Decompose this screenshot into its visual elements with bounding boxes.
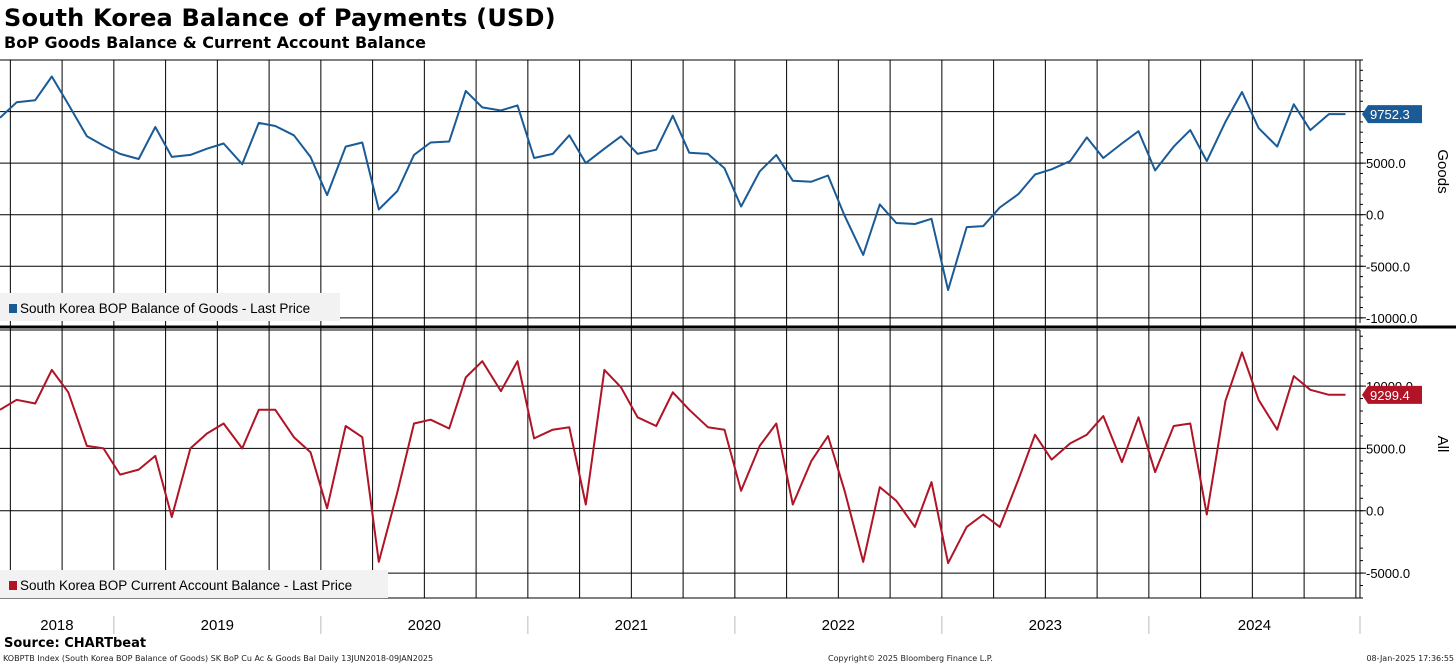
x-year-label: 2022 [822,617,855,634]
y-tick-label: 5000.0 [1366,441,1406,456]
series-line [0,75,1346,291]
grid-layer [0,59,1360,598]
last-value-label: 9299.4 [1370,388,1410,403]
footer-ticker-description: KOBPTB Index (South Korea BOP Balance of… [3,654,434,663]
series-line [0,351,1346,565]
y-tick-label: -10000.0 [1366,311,1417,326]
series-layer [0,75,1346,565]
y-tick-label: -5000.0 [1366,566,1410,581]
x-year-label: 2021 [615,617,648,634]
legend-swatch [9,304,17,313]
chart-title: South Korea Balance of Payments (USD) [4,4,556,32]
axis-label: Goods [1434,149,1451,193]
footer-copyright: Copyright© 2025 Bloomberg Finance L.P. [828,654,993,663]
legend-box [0,570,388,598]
legend-label: South Korea BOP Current Account Balance … [20,578,352,593]
x-year-label: 2024 [1238,617,1271,634]
last-value-tag [1362,385,1422,404]
x-year-label: 2018 [40,617,73,634]
x-year-label: 2019 [201,617,234,634]
source-note: Source: CHARTbeat [4,636,147,651]
legend-label: South Korea BOP Balance of Goods - Last … [20,301,310,316]
x-year-label: 2020 [408,617,441,634]
chart-subtitle: BoP Goods Balance & Current Account Bala… [4,33,426,52]
y-tick-label: 0.0 [1366,504,1384,519]
legend-swatch [9,581,17,590]
legend-box [0,293,340,321]
y-tick-label: 5000.0 [1366,156,1406,171]
x-year-label: 2023 [1029,617,1062,634]
legend-layer: South Korea BOP Balance of Goods - Last … [0,293,388,598]
axis-label: All [1434,436,1451,453]
last-value-tag [1362,105,1422,124]
axis-layer: -10000.0 -5000.0 0.0 5000.0 9752.3 Goods -5000… [0,59,1456,634]
footer-timestamp: 08-Jan-2025 17:36:55 [1366,654,1454,663]
y-tick-label: 0.0 [1366,208,1384,223]
last-value-label: 9752.3 [1370,107,1410,122]
y-tick-label: -5000.0 [1366,259,1410,274]
